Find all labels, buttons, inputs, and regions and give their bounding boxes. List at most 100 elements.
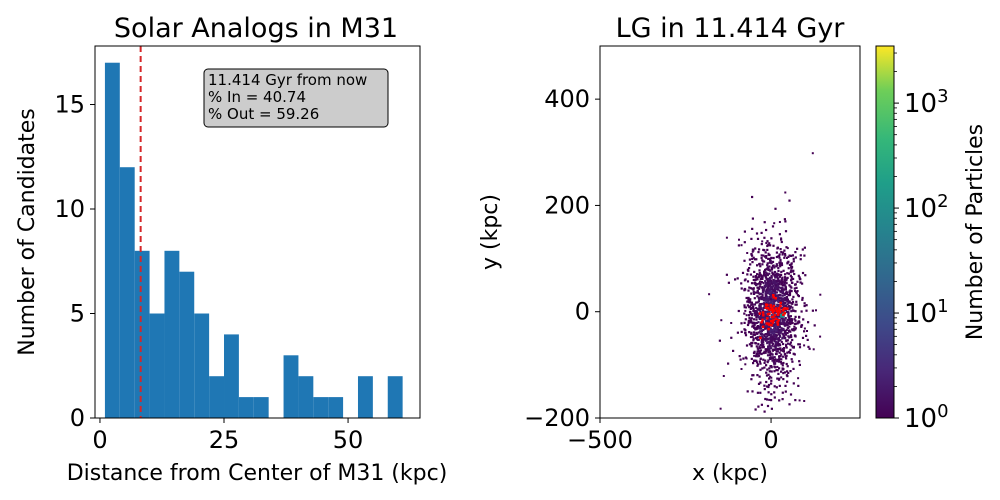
y-tick-label: 400: [544, 85, 590, 113]
heatmap-cell: [767, 252, 770, 255]
heatmap-cell: [782, 318, 785, 321]
heatmap-cell: [785, 279, 788, 282]
heatmap-cell: [786, 247, 789, 250]
heatmap-cell: [744, 363, 747, 366]
heatmap-cell: [773, 330, 776, 333]
heatmap-cell: [769, 301, 772, 304]
heatmap-cell: [766, 348, 769, 351]
heatmap-cell: [770, 382, 773, 385]
heatmap-cell: [793, 325, 796, 328]
heatmap-cell: [767, 391, 770, 394]
heatmap-cell: [725, 236, 728, 239]
heatmap-cell: [772, 264, 775, 267]
heatmap-cell: [765, 283, 768, 286]
heatmap-cell: [764, 337, 767, 340]
heatmap-cell: [784, 220, 787, 223]
heatmap-cell: [778, 318, 781, 321]
y-tick-label: 5: [70, 300, 85, 328]
heatmap-cell: [775, 329, 778, 332]
heatmap-cell: [758, 296, 761, 299]
heatmap-cell: [784, 285, 787, 288]
heatmap-cell: [786, 380, 789, 383]
heatmap-cell: [748, 299, 751, 302]
heatmap-cell: [773, 303, 776, 306]
heatmap-cell: [746, 273, 749, 276]
heatmap-cell: [746, 304, 749, 307]
heatmap-cell: [765, 255, 768, 258]
heatmap-cell: [798, 315, 801, 318]
heatmap-panel: LG in 11.414 Gyr −500 0 −200 0 200 400 x (kp…: [478, 13, 988, 486]
heatmap-cell: [757, 331, 760, 334]
highlight-point: [786, 307, 789, 310]
heatmap-cell: [791, 254, 794, 257]
heatmap-cell: [777, 288, 780, 291]
heatmap-cell: [754, 247, 757, 250]
heatmap-cell: [757, 326, 760, 329]
heatmap-cell: [768, 242, 771, 245]
highlight-point: [779, 304, 782, 308]
heatmap-cell: [763, 255, 767, 258]
heatmap-cell: [760, 313, 763, 316]
heatmap-cell: [770, 347, 773, 350]
heatmap-cell: [787, 350, 790, 353]
heatmap-cell: [787, 294, 790, 297]
heatmap-cell: [790, 290, 793, 293]
heatmap-cell: [794, 399, 797, 402]
heatmap-cell: [768, 272, 771, 275]
heatmap-cell: [727, 281, 730, 284]
highlight-point: [783, 307, 786, 310]
heatmap-cell: [794, 310, 797, 313]
highlight-point: [774, 297, 777, 300]
heatmap-cell: [796, 247, 799, 250]
heatmap-cell: [803, 304, 806, 308]
heatmap-cell: [776, 365, 779, 368]
heatmap-cell: [773, 323, 776, 326]
heatmap-cell: [796, 294, 800, 297]
highlight-point: [772, 304, 775, 308]
heatmap-cell: [787, 335, 790, 338]
heatmap-cell: [776, 341, 779, 344]
heatmap-cell: [748, 301, 751, 304]
heatmap-cell: [784, 299, 787, 302]
heatmap-cell: [743, 312, 746, 315]
heatmap-cell: [736, 331, 739, 334]
heatmap-cell: [786, 300, 789, 303]
heatmap-cell: [763, 221, 766, 224]
heatmap-cell: [752, 288, 755, 291]
heatmap-cell: [782, 367, 785, 371]
highlight-point: [773, 313, 777, 317]
heatmap-cell: [718, 339, 721, 342]
heatmap-cell: [780, 238, 783, 241]
heatmap-cell: [770, 366, 773, 369]
heatmap-cell: [775, 386, 778, 389]
heatmap-cell: [762, 297, 765, 301]
heatmap-cell: [786, 318, 789, 321]
heatmap-cell: [763, 260, 766, 263]
heatmap-cell: [780, 353, 783, 356]
colorbar-tick-label: 103: [904, 86, 949, 119]
heatmap-cell: [787, 301, 791, 304]
heatmap-cell: [762, 287, 766, 290]
heatmap-cell: [750, 301, 753, 304]
heatmap-cell: [767, 281, 770, 284]
heatmap-cell: [785, 246, 788, 249]
heatmap-cell: [788, 293, 792, 296]
heatmap-cell: [757, 275, 760, 278]
heatmap-cell: [750, 253, 753, 256]
heatmap-cell: [797, 377, 800, 380]
heatmap-cell: [780, 370, 783, 373]
heatmap-cell: [772, 281, 775, 284]
heatmap-cell: [770, 276, 773, 279]
heatmap-cell: [750, 282, 754, 285]
heatmap-cell: [764, 317, 767, 320]
heatmap-cell: [774, 207, 777, 210]
heatmap-cell: [772, 333, 775, 336]
heatmap-cell: [779, 297, 782, 300]
heatmap-cell: [765, 296, 768, 299]
heatmap-cell: [803, 302, 806, 305]
heatmap-cell: [772, 284, 775, 287]
heatmap-cell: [752, 290, 755, 293]
y-tick-label: 0: [70, 404, 85, 432]
heatmap-cell: [751, 322, 754, 325]
